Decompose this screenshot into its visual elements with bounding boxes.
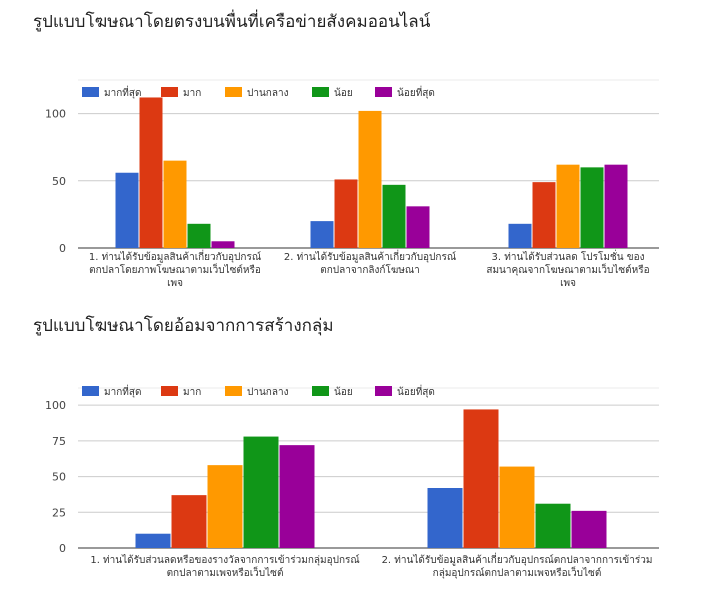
- x-category-label: 3. ท่านได้รับส่วนลด โปรโมชั่น ของ: [492, 249, 645, 263]
- bar: [556, 164, 580, 248]
- legend-label: ปานกลาง: [247, 88, 289, 99]
- x-category-label: เพจ: [560, 278, 576, 289]
- legend-swatch: [161, 386, 178, 396]
- y-tick-label: 0: [59, 542, 66, 555]
- bar: [535, 503, 571, 548]
- bar: [163, 160, 187, 248]
- x-category-label: ตกปลาตามเพจหรือเว็บไซต์: [167, 565, 284, 579]
- bar: [171, 495, 207, 548]
- x-category-label: 2. ท่านได้รับข้อมูลสินค้าเกี่ยวกับอุปกรณ…: [284, 249, 456, 263]
- y-tick-label: 100: [45, 108, 66, 121]
- legend-swatch: [225, 386, 242, 396]
- legend-swatch: [225, 87, 242, 97]
- x-category-label: สมนาคุณจากโฆษณาตามเว็บไซต์หรือ: [486, 262, 649, 276]
- bar: [382, 184, 406, 248]
- bar: [187, 223, 211, 248]
- legend-label: มาก: [183, 387, 201, 398]
- bar: [135, 533, 171, 548]
- bar: [139, 97, 163, 248]
- legend-swatch: [375, 386, 392, 396]
- legend-swatch: [82, 87, 99, 97]
- bar: [580, 167, 604, 248]
- bar: [279, 445, 315, 548]
- bar: [499, 466, 535, 548]
- legend-swatch: [312, 87, 329, 97]
- legend-swatch: [161, 87, 178, 97]
- legend-swatch: [312, 386, 329, 396]
- legend-swatch: [375, 87, 392, 97]
- legend-label: น้อย: [334, 386, 353, 398]
- bar: [310, 221, 334, 248]
- bar: [358, 110, 382, 248]
- bar: [508, 223, 532, 248]
- legend-swatch: [82, 386, 99, 396]
- y-tick-label: 50: [52, 471, 66, 484]
- y-tick-label: 25: [52, 506, 66, 519]
- bar: [243, 436, 279, 548]
- x-category-label: กลุ่มอุปกรณ์ตกปลาตามเพจหรือเว็บไซต์: [433, 565, 602, 579]
- x-category-label: ตกปลาโดยภาพโฆษณาตามเว็บไซต์หรือ: [89, 262, 261, 276]
- x-category-label: 2. ท่านได้รับข้อมูลสินค้าเกี่ยวกับอุปกรณ…: [382, 552, 653, 566]
- bar: [571, 510, 607, 548]
- legend-label: น้อย: [334, 87, 353, 99]
- x-category-label: ตกปลาจากลิงก์โฆษณา: [320, 263, 420, 276]
- legend-label: ปานกลาง: [247, 387, 289, 398]
- bar: [406, 206, 430, 248]
- y-tick-label: 100: [45, 399, 66, 412]
- x-category-label: 1. ท่านได้รับส่วนลดหรือของรางวัลจากการเข…: [90, 554, 359, 566]
- chart-title-group-ads: รูปแบบโฆษณาโดยอ้อมจากการสร้างกลุ่ม: [33, 316, 334, 336]
- bar: [211, 241, 235, 248]
- bar: [427, 488, 463, 548]
- x-category-label: 1. ท่านได้รับข้อมูลสินค้าเกี่ยวกับอุปกรณ…: [89, 249, 261, 263]
- legend-label: น้อยที่สุด: [397, 85, 435, 99]
- bar: [207, 465, 243, 548]
- bar: [115, 172, 139, 248]
- bar: [604, 164, 628, 248]
- y-tick-label: 0: [59, 242, 66, 255]
- y-tick-label: 50: [52, 175, 66, 188]
- bar: [532, 182, 556, 248]
- legend-label: มาก: [183, 88, 201, 99]
- bar: [463, 409, 499, 548]
- chart-title-direct-ads: รูปแบบโฆษณาโดยตรงบนพื่นที่เครือข่ายสังคม…: [33, 12, 431, 32]
- chart-direct-ads: 0 50 100 มากที่สุด มาก ปานกลาง น้อย น้อยที่สุด 1…: [45, 79, 659, 289]
- x-category-label: เพจ: [167, 278, 183, 289]
- legend-label: น้อยที่สุด: [397, 384, 435, 398]
- y-tick-label: 75: [52, 435, 66, 448]
- legend-label: มากที่สุด: [104, 85, 141, 99]
- bar: [334, 179, 358, 248]
- legend-label: มากที่สุด: [104, 384, 141, 398]
